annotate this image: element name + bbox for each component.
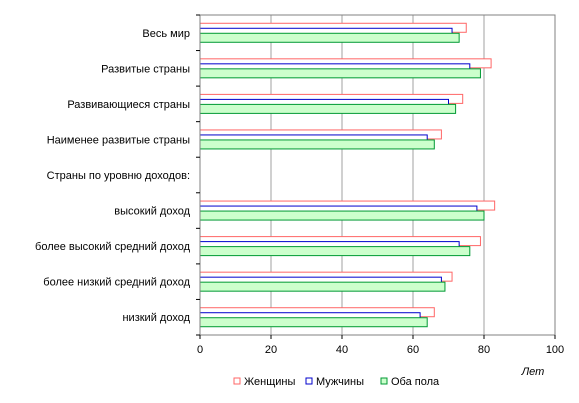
bar-both (199, 103, 457, 114)
bar-both (199, 32, 460, 43)
category-labels: Весь мир Развитые страны Развивающиеся стр… (35, 28, 191, 324)
plot-frame (199, 14, 556, 336)
legend-label: Мужчины (316, 376, 364, 388)
x-tick-label: 40 (336, 344, 348, 356)
bar-both (199, 246, 471, 257)
category-label: низкий доход (122, 312, 190, 324)
category-label: более низкий средний доход (43, 277, 190, 289)
legend-swatch (380, 377, 388, 385)
bar-both (199, 139, 435, 150)
x-tick-label: 20 (265, 344, 277, 356)
axes (196, 14, 556, 339)
bar-both (199, 210, 485, 221)
category-label: высокий доход (114, 206, 190, 218)
x-tick-labels: 0 20 40 60 80 100 (197, 344, 564, 356)
legend-label: Женщины (244, 376, 295, 388)
legend-swatch (305, 377, 313, 385)
legend-label: Оба пола (391, 376, 440, 388)
bar-both (199, 317, 428, 328)
bar-both (199, 68, 481, 79)
category-label: Страны по уровню доходов: (47, 170, 190, 182)
x-tick-label: 80 (478, 344, 490, 356)
category-label: более высокий средний доход (35, 241, 191, 253)
x-tick-label: 60 (407, 344, 419, 356)
x-axis-label: Лет (521, 366, 545, 378)
category-label: Развитые страны (101, 63, 190, 75)
x-tick-label: 0 (197, 344, 203, 356)
legend: Женщины Мужчины Оба пола (233, 376, 440, 388)
x-tick-label: 100 (546, 344, 564, 356)
category-label: Весь мир (142, 28, 190, 40)
category-label: Развивающиеся страны (67, 99, 190, 111)
category-label: Наименее развитые страны (47, 134, 190, 146)
legend-swatch (233, 377, 241, 385)
bars (199, 22, 496, 328)
bar-both (199, 281, 446, 292)
